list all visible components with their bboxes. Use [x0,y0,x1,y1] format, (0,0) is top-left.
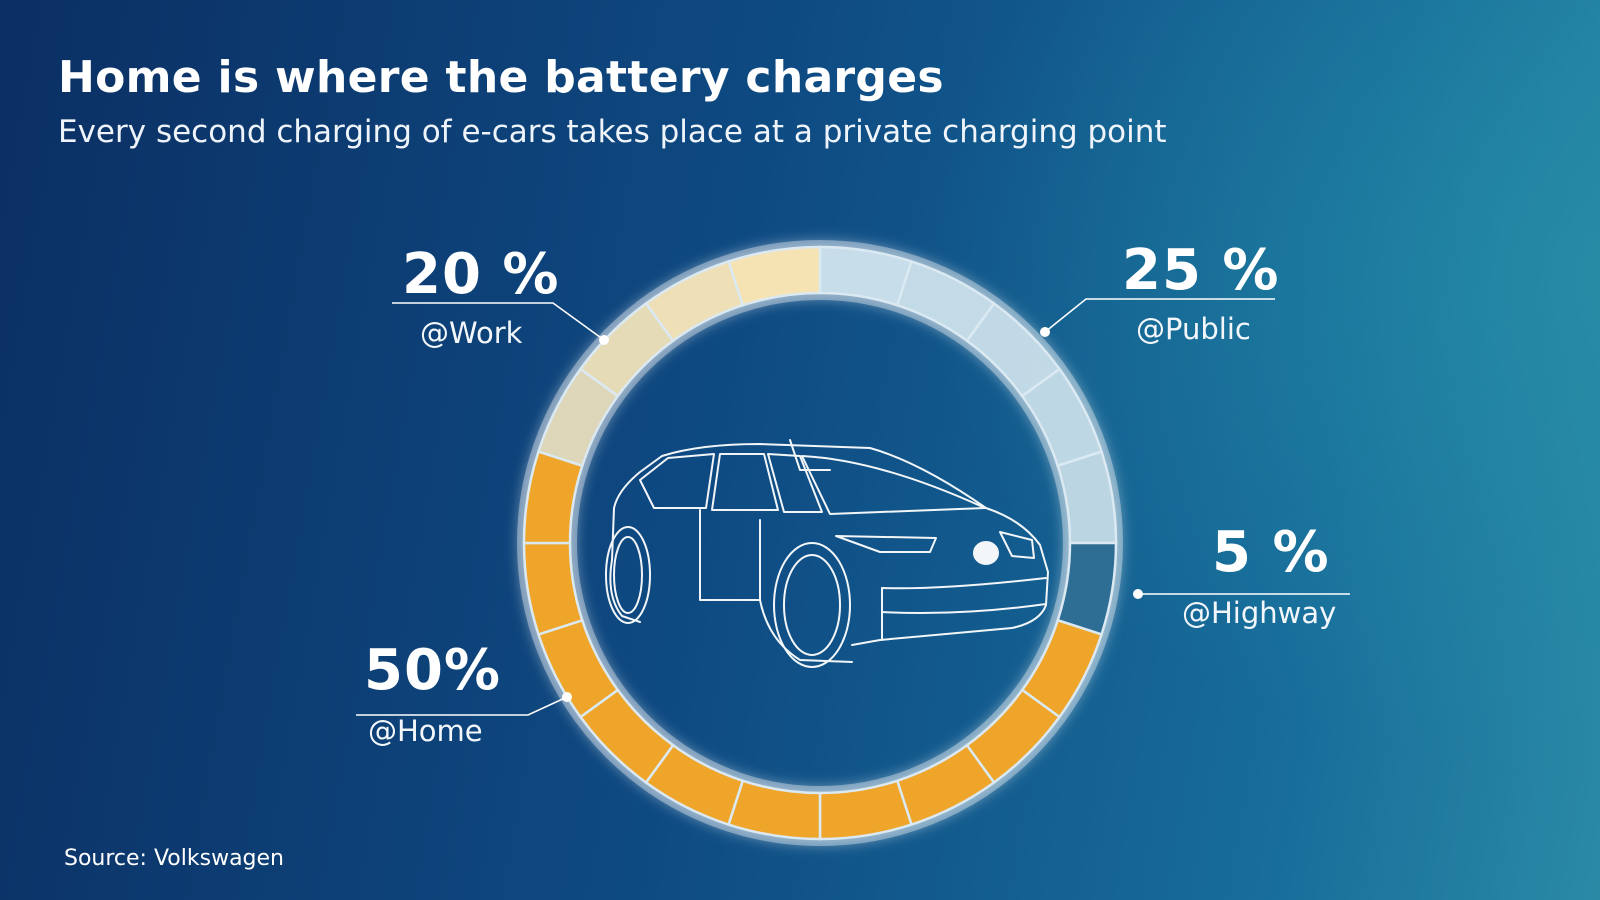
leader-work-dot [599,335,609,345]
value-label-highway: 5 % [1212,520,1330,585]
source-note: Source: Volkswagen [64,846,284,871]
leader-work [392,302,605,341]
ring-segment-work [726,245,822,307]
car-outline-icon [605,439,1049,668]
value-label-work: 20 % [402,242,560,307]
location-label-highway: @Highway [1182,596,1337,630]
leader-public [1044,298,1275,333]
page-subtitle: Every second charging of e-cars takes pl… [58,114,1167,150]
leader-highway-dot [1133,589,1143,599]
ring-segments [522,245,1118,841]
location-label-work: @Work [420,316,523,350]
value-label-home: 50% [364,638,502,703]
location-label-home: @Home [368,714,483,748]
value-label-public: 25 % [1122,238,1280,303]
location-label-public: @Public [1136,312,1251,346]
leader-home [356,696,568,716]
page-title: Home is where the battery charges [58,52,944,103]
leader-public-dot [1040,327,1050,337]
label-leader-lines [356,298,1350,716]
leader-home-dot [562,692,572,702]
